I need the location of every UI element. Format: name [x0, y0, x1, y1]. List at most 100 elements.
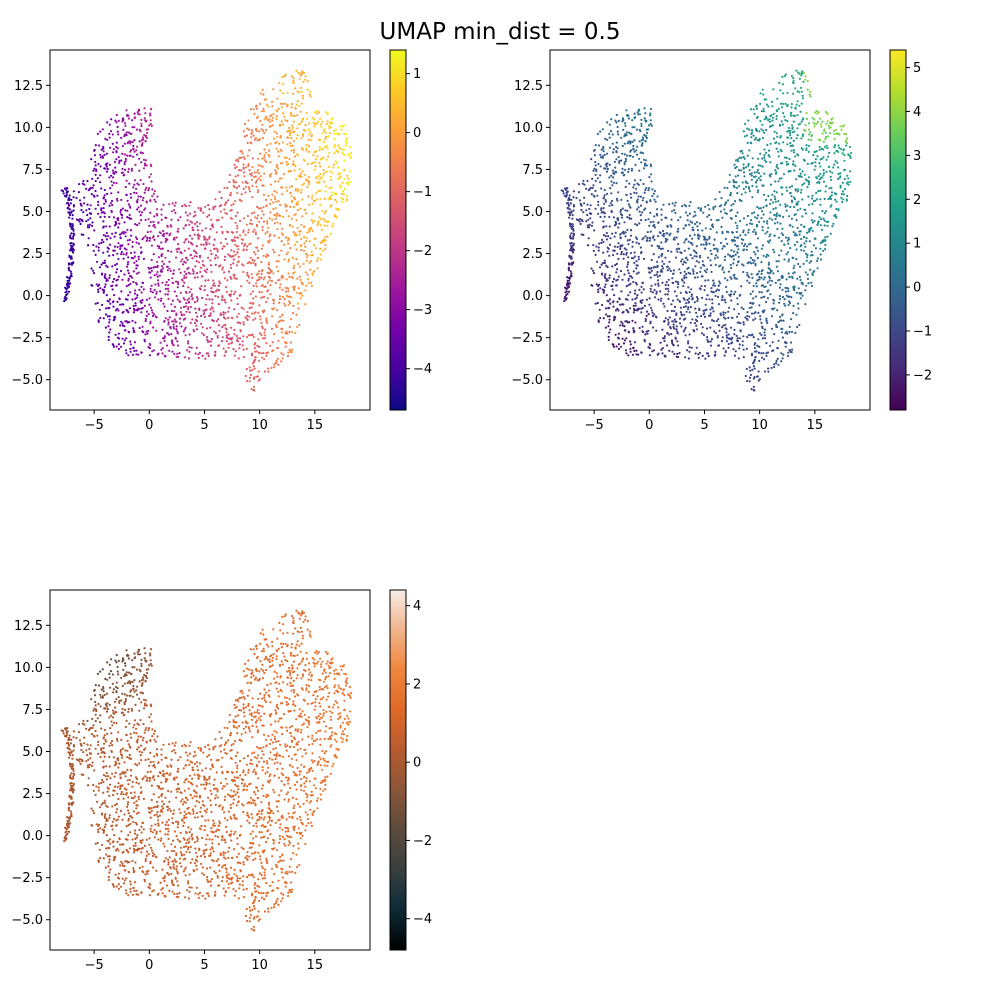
scatter-point — [191, 226, 194, 229]
scatter-point — [696, 315, 699, 318]
scatter-point — [633, 183, 636, 186]
scatter-point — [212, 208, 215, 211]
scatter-point — [733, 236, 736, 239]
scatter-point — [743, 175, 746, 178]
scatter-point — [258, 345, 261, 348]
scatter-point — [243, 157, 246, 160]
scatter-point — [634, 163, 637, 166]
scatter-point — [263, 118, 266, 121]
scatter-point — [788, 301, 792, 305]
scatter-point — [66, 187, 69, 190]
scatter-point — [761, 184, 764, 187]
scatter-point — [736, 224, 739, 227]
scatter-point — [259, 92, 262, 95]
scatter-point — [732, 179, 735, 182]
scatter-point — [332, 166, 335, 169]
scatter-point — [824, 190, 827, 193]
scatter-point — [772, 302, 775, 305]
scatter-point — [644, 159, 648, 162]
scatter-point — [615, 182, 618, 185]
scatter-point — [167, 278, 170, 281]
scatter-point — [793, 234, 796, 237]
scatter-point — [180, 260, 183, 263]
scatter-point — [269, 142, 272, 145]
scatter-point — [248, 261, 252, 264]
scatter-point — [754, 233, 758, 236]
scatter-point — [635, 241, 638, 244]
scatter-point — [772, 298, 775, 301]
scatter-point — [778, 123, 782, 126]
scatter-point — [248, 187, 251, 190]
scatter-point — [160, 241, 163, 244]
scatter-point — [725, 334, 728, 337]
scatter-point — [738, 343, 741, 346]
scatter-point — [780, 232, 783, 235]
scatter-point — [690, 346, 693, 349]
scatter-point — [602, 150, 605, 153]
scatter-point — [144, 140, 147, 143]
scatter-point — [214, 257, 217, 260]
scatter-point — [150, 269, 153, 272]
scatter-point — [322, 249, 325, 252]
scatter-point — [188, 346, 191, 349]
scatter-point — [140, 285, 143, 288]
scatter-point — [305, 179, 308, 182]
scatter-point — [339, 172, 342, 175]
scatter-point — [302, 71, 306, 74]
scatter-point — [638, 288, 641, 291]
scatter-point — [612, 216, 616, 219]
scatter-point — [601, 303, 604, 307]
scatter-point — [149, 290, 152, 293]
scatter-point — [164, 317, 167, 320]
scatter-point — [783, 75, 786, 78]
scatter-point — [322, 169, 325, 172]
scatter-point — [263, 370, 267, 373]
scatter-point — [67, 269, 71, 272]
scatter-point — [682, 284, 685, 288]
scatter-point — [792, 76, 795, 80]
scatter-point — [810, 260, 813, 263]
scatter-point — [744, 233, 747, 236]
scatter-point — [781, 123, 784, 126]
scatter-point — [261, 325, 264, 328]
scatter-point — [787, 242, 790, 245]
scatter-point — [188, 297, 191, 300]
scatter-point — [748, 187, 751, 190]
scatter-point — [627, 203, 631, 206]
scatter-point — [652, 220, 655, 223]
scatter-point — [282, 233, 285, 237]
scatter-point — [242, 307, 245, 311]
scatter-point — [230, 208, 233, 212]
scatter-point — [258, 220, 261, 223]
scatter-point — [668, 267, 671, 270]
scatter-point — [99, 130, 102, 133]
scatter-point — [299, 278, 302, 282]
scatter-point — [260, 333, 263, 337]
scatter-point — [184, 305, 187, 308]
scatter-point — [279, 315, 282, 318]
scatter-point — [602, 207, 605, 210]
scatter-point — [607, 325, 610, 328]
scatter-point — [830, 191, 834, 194]
scatter-point — [617, 343, 621, 346]
scatter-point — [642, 236, 645, 239]
scatter-point — [661, 281, 664, 284]
scatter-point — [346, 137, 349, 140]
scatter-point — [805, 259, 808, 262]
scatter-point — [612, 277, 616, 281]
scatter-point — [781, 75, 784, 78]
scatter-point — [691, 268, 694, 271]
scatter-point — [773, 363, 776, 366]
scatter-point — [187, 342, 190, 345]
scatter-point — [324, 210, 328, 213]
scatter-point — [271, 119, 274, 122]
scatter-point — [803, 242, 806, 245]
scatter-point — [287, 258, 291, 261]
scatter-point — [229, 276, 232, 279]
scatter-point — [305, 237, 308, 240]
scatter-point — [816, 112, 819, 115]
scatter-point — [748, 149, 751, 152]
scatter-point — [113, 249, 116, 252]
scatter-point — [63, 300, 66, 303]
scatter-point — [124, 124, 127, 127]
